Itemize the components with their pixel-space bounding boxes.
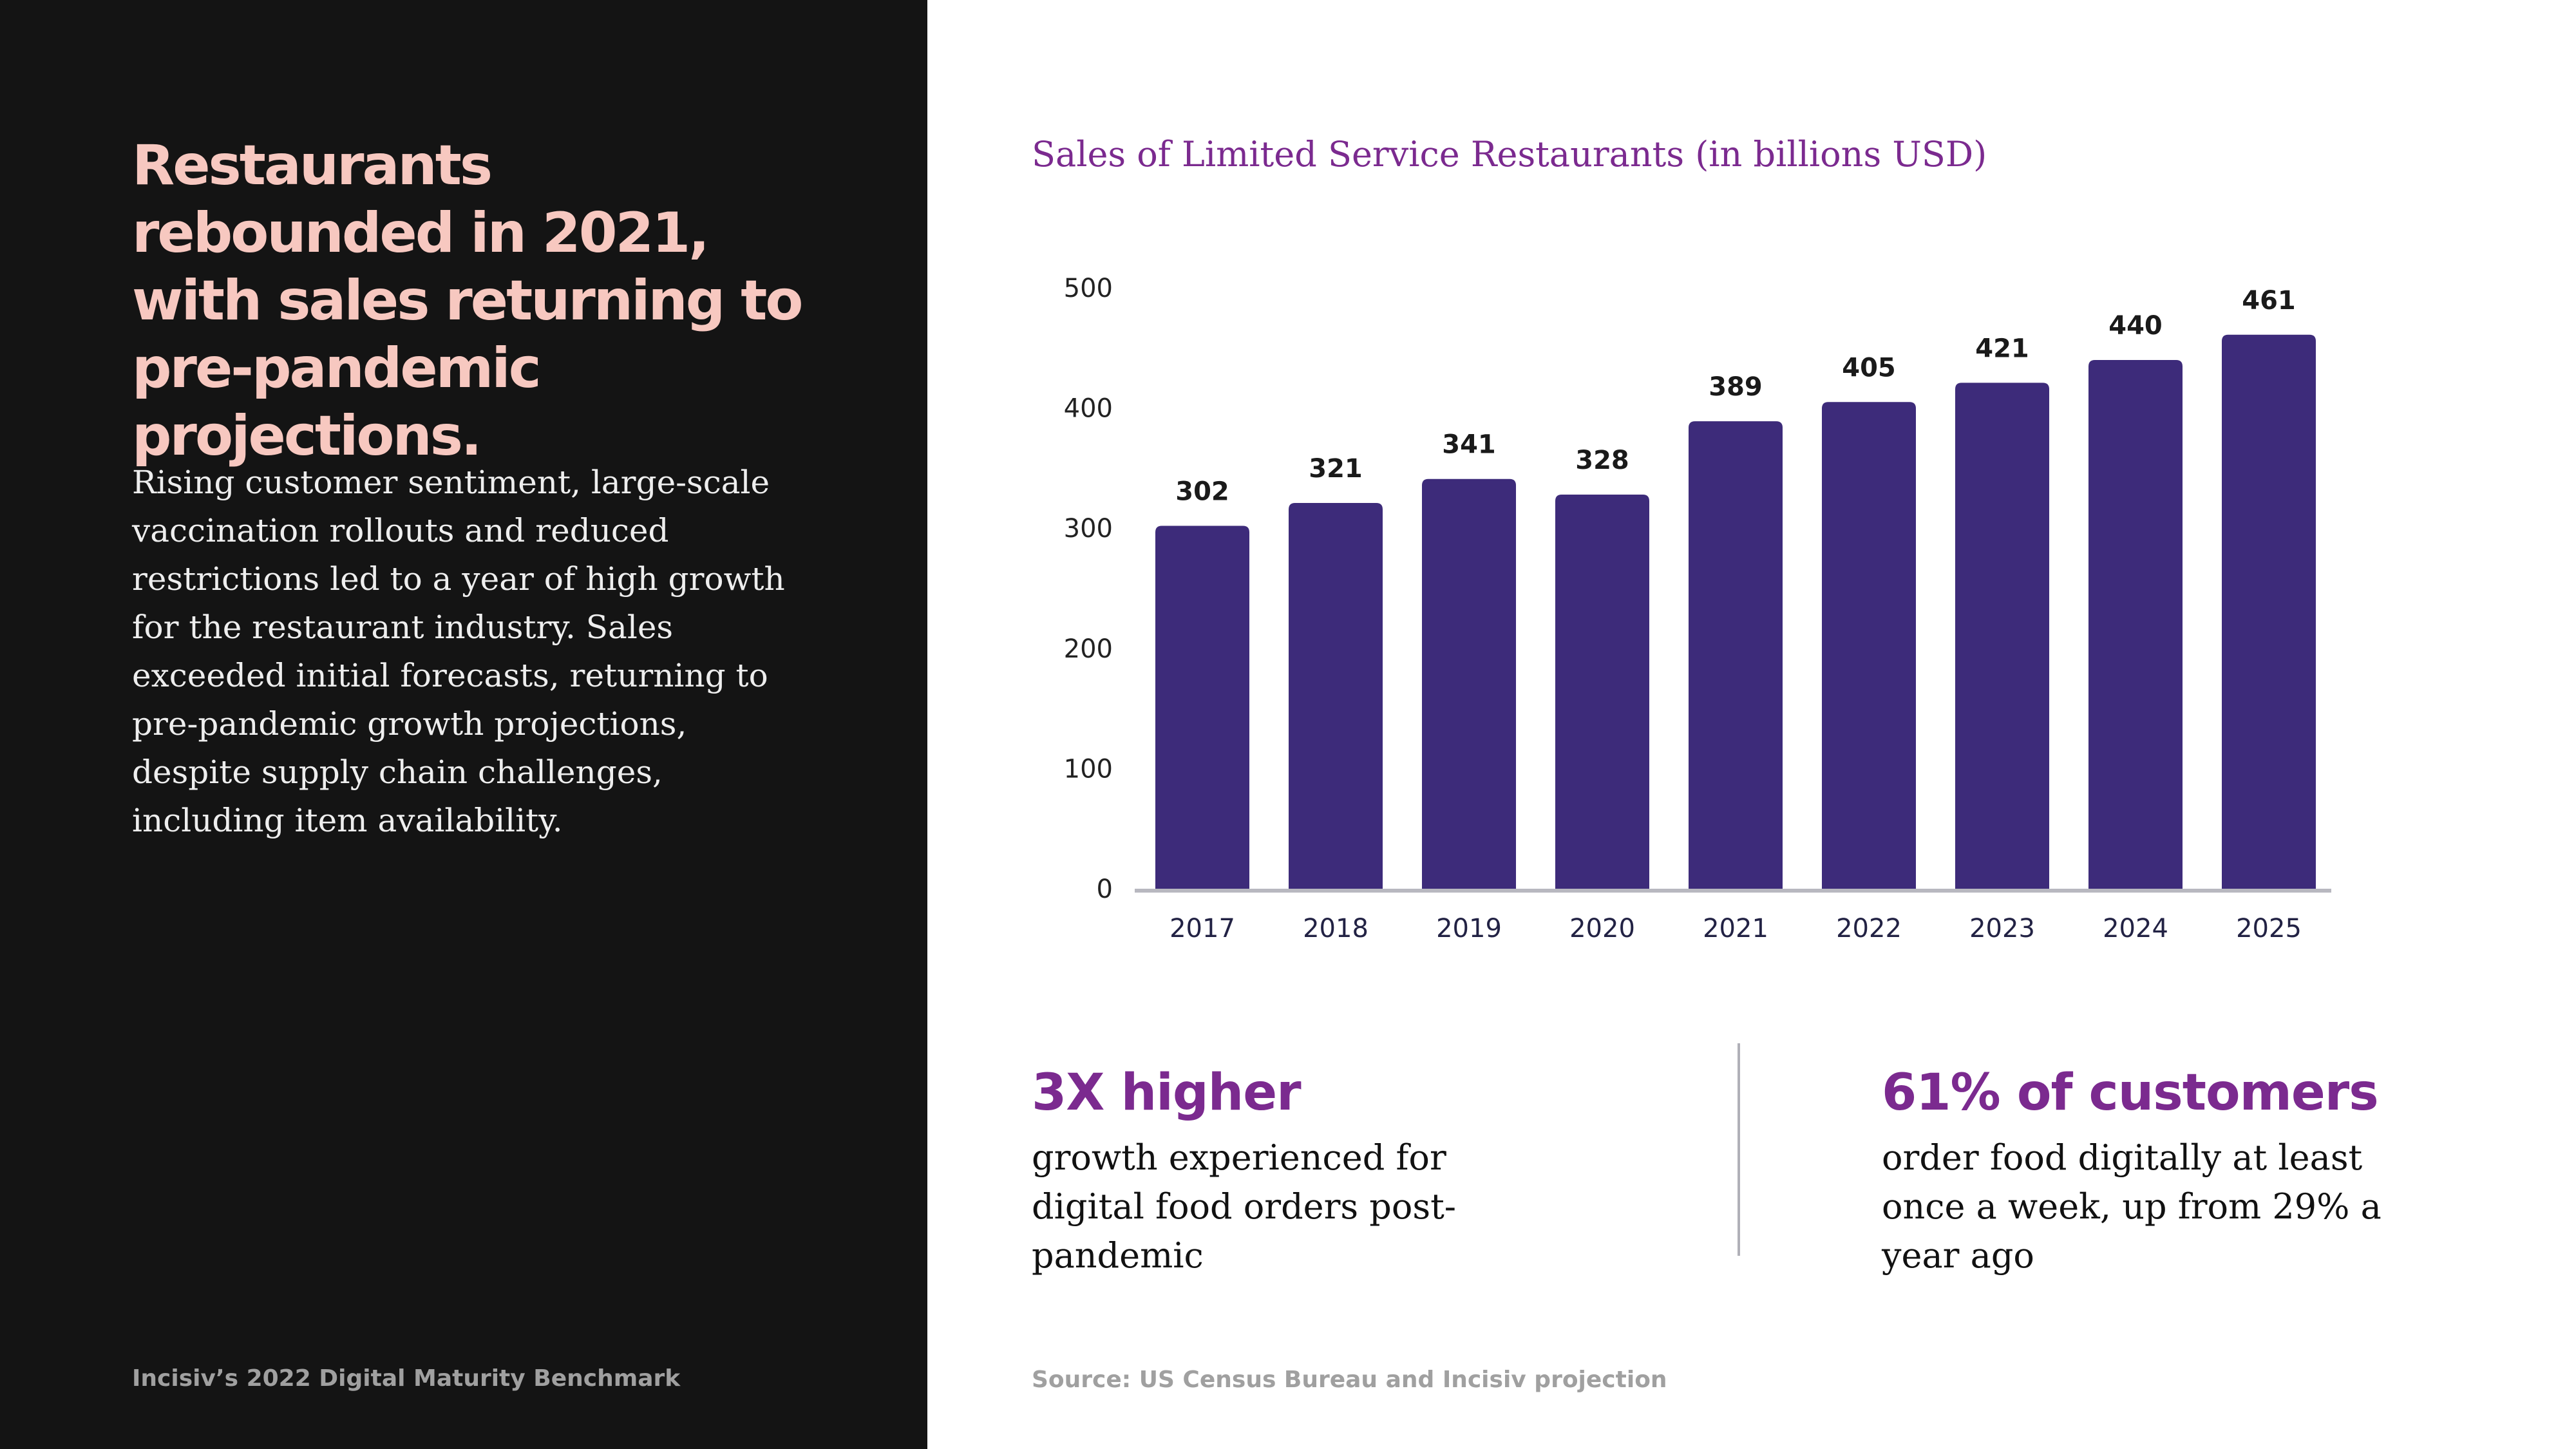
stat-digital-growth-headline: 3X higher — [1032, 1064, 1302, 1122]
bar — [1822, 402, 1916, 889]
body-text: Rising customer sentiment, large-scale v… — [132, 464, 785, 839]
data-label: 341 — [1442, 430, 1496, 460]
x-tick-label: 2022 — [1836, 914, 1902, 943]
data-label: 328 — [1575, 446, 1629, 475]
data-label: 440 — [2108, 311, 2163, 341]
bar — [2088, 359, 2183, 889]
sales-bar-chart: 0 100 200 300 400 500 302 2017 321 2018 341 2019 328… — [1064, 274, 2331, 943]
data-label: 405 — [1842, 353, 1896, 383]
source-note: Source: US Census Bureau and Incisiv pro… — [1032, 1367, 1667, 1393]
data-label: 321 — [1309, 454, 1363, 484]
bar — [1422, 478, 1516, 889]
left-panel: Restaurants rebounded in 2021, with sale… — [0, 0, 927, 1449]
x-tick-label: 2017 — [1170, 914, 1235, 943]
x-tick-label: 2023 — [1969, 914, 2035, 943]
x-tick-label: 2024 — [2103, 914, 2168, 943]
stat-customers-description: order food digitally at least once a wee… — [1882, 1137, 2382, 1276]
y-tick-label: 100 — [1064, 754, 1113, 784]
y-tick-label: 200 — [1064, 634, 1113, 664]
bar — [1555, 494, 1649, 889]
stats-divider — [1738, 1043, 1740, 1256]
data-label: 302 — [1175, 477, 1229, 506]
data-label: 389 — [1709, 372, 1763, 402]
x-tick-label: 2025 — [2236, 914, 2302, 943]
x-tick-label: 2019 — [1436, 914, 1502, 943]
bar — [2222, 334, 2316, 889]
stat-customers-headline: 61% of customers — [1882, 1064, 2379, 1122]
data-label: 421 — [1975, 334, 2029, 363]
y-tick-label: 400 — [1064, 394, 1113, 424]
data-label: 461 — [2242, 286, 2296, 316]
x-tick-label: 2018 — [1303, 914, 1368, 943]
y-tick-label: 0 — [1097, 875, 1113, 904]
footer-benchmark: Incisiv’s 2022 Digital Maturity Benchmar… — [132, 1365, 681, 1392]
x-tick-label: 2021 — [1703, 914, 1768, 943]
bar — [1689, 421, 1783, 889]
headline: Restaurants rebounded in 2021, with sale… — [132, 133, 803, 468]
stat-digital-growth-description: growth experienced for digital food orde… — [1032, 1137, 1457, 1276]
y-tick-label: 300 — [1064, 514, 1113, 544]
bar — [1289, 503, 1383, 889]
x-tick-label: 2020 — [1569, 914, 1635, 943]
chart-title: Sales of Limited Service Restaurants (in… — [1032, 134, 1987, 175]
bar — [1155, 526, 1249, 889]
y-tick-label: 500 — [1064, 274, 1113, 303]
bar — [1955, 383, 2049, 889]
